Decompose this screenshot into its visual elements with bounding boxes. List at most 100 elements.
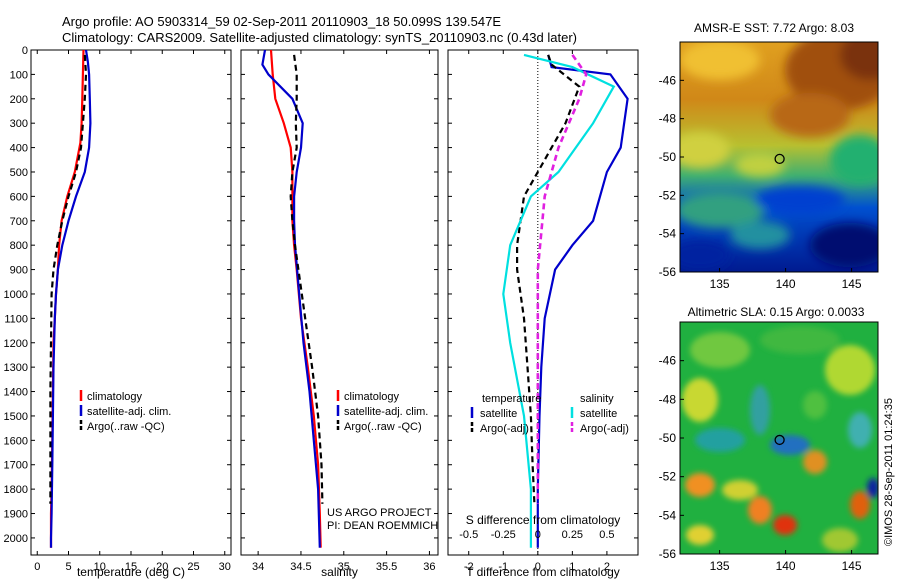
y-tick-label: 1000 (4, 289, 28, 301)
x-tick-label: 25 (187, 561, 199, 573)
plot-frame (447, 49, 639, 556)
difference-profile-panel: -2 -1 0 1 2T difference from climatology S di… (447, 49, 639, 579)
map-x-tick-label: 145 (842, 559, 862, 573)
y-tick-label: 1500 (4, 411, 28, 423)
series-group (261, 50, 324, 548)
x2-tick-label: -0.25 (491, 529, 516, 541)
x-tick-label: 30 (219, 561, 231, 573)
sla-map-axes: 135 140 145 -46 -48 -50 -52 -54 -56 (659, 354, 862, 573)
x-tick-label: 35.5 (376, 561, 397, 573)
x-tick-label: -1 (498, 561, 508, 573)
map-x-tick-label: 140 (776, 277, 796, 291)
map-y-tick-label: -48 (659, 112, 677, 126)
salinity-profile-panel: 34 34.5 35 35.5 36 salinity climatology satelli… (240, 49, 439, 579)
x-tick-label: 5 (65, 561, 71, 573)
legend-label: climatology (344, 391, 400, 403)
legend-label: satellite (580, 408, 617, 420)
series-group (502, 50, 629, 555)
map-y-tick-label: -52 (659, 470, 677, 484)
map-y-tick-label: -54 (659, 227, 677, 241)
map-y-tick-label: -52 (659, 188, 677, 202)
temperature-profile-panel: 0100200300400500600700800900100011001200… (4, 45, 232, 579)
x-tick-label: 36 (423, 561, 435, 573)
y-tick-label: 1100 (4, 313, 28, 325)
sst-heatmap (680, 42, 878, 272)
y-tick-label: 100 (10, 69, 28, 81)
y-tick-label: 500 (10, 167, 28, 179)
y-tick-label: 600 (10, 191, 28, 203)
series-line-salinity-satellite (502, 53, 616, 548)
plot-frame (240, 49, 439, 556)
plot-frame (30, 49, 232, 556)
legend-label: satellite-adj. clim. (87, 406, 171, 418)
x2-tick-label: -0.5 (459, 529, 478, 541)
x2-tick-label: 0.25 (562, 529, 583, 541)
x-tick-label: 1 (569, 561, 575, 573)
x-tick-label: 2 (604, 561, 610, 573)
map-x-tick-label: 135 (710, 559, 730, 573)
y-tick-label: 1700 (4, 460, 28, 472)
x2-axis-label: S difference from climatology (466, 513, 621, 527)
x-axis-label: T difference from climatology (466, 565, 620, 579)
legend-header: temperature (482, 393, 541, 405)
legend-header: salinity (580, 393, 614, 405)
legend-label: Argo(..raw -QC) (344, 421, 422, 433)
y-tick-label: 700 (10, 216, 28, 228)
legend-label: Argo(-adj) (480, 423, 529, 435)
legend-label: satellite-adj. clim. (344, 406, 428, 418)
sst-map-panel: AMSR-E SST: 7.72 Argo: 8.03 135 140 145 -46… (659, 21, 879, 291)
y-tick-label: 900 (10, 265, 28, 277)
argo-float-marker (774, 153, 785, 165)
y-tick-label: 1300 (4, 362, 28, 374)
sla-map-panel: Altimetric SLA: 0.15 Argo: 0.0033 (659, 305, 879, 573)
map-y-tick-label: -48 (659, 392, 677, 406)
x-tick-label: 35 (338, 561, 350, 573)
header-line-1: Argo profile: AO 5903314_59 02-Sep-2011 … (62, 14, 501, 29)
x-tick-label: 0 (34, 561, 40, 573)
x-tick-label: -2 (464, 561, 474, 573)
series-line-climatology (269, 50, 322, 548)
map-y-tick-label: -50 (659, 150, 677, 164)
y-tick-label: 2000 (4, 533, 28, 545)
x-tick-label: 34 (252, 561, 264, 573)
x-tick-label: 15 (125, 561, 137, 573)
x-tick-label: 0 (535, 561, 541, 573)
x-tick-label: 20 (156, 561, 168, 573)
sst-map-axes: 135 140 145 -46 -48 -50 -52 -54 -56 (659, 73, 862, 291)
y-tick-label: 1900 (4, 509, 28, 521)
x2-tick-label: 0.5 (599, 529, 614, 541)
map-y-tick-label: -54 (659, 508, 677, 522)
series-line-argo-raw-qc- (49, 54, 88, 504)
legend-label: satellite (480, 408, 517, 420)
x2-tick-label: 0 (535, 529, 541, 541)
map-y-tick-label: -46 (659, 354, 677, 368)
y-tick-label: 200 (10, 94, 28, 106)
map-y-tick-label: -56 (659, 265, 677, 279)
y-tick-label: 1800 (4, 484, 28, 496)
map-y-tick-label: -56 (659, 547, 677, 561)
legend-label: Argo(..raw -QC) (87, 421, 165, 433)
y-tick-label: 800 (10, 240, 28, 252)
series-line-satellite-adj-clim- (261, 50, 321, 548)
legend-label: climatology (87, 391, 143, 403)
map-x-tick-label: 145 (842, 277, 862, 291)
map-y-tick-label: -46 (659, 73, 677, 87)
x-tick-label: 34.5 (290, 561, 311, 573)
series-line-temperature-satellite (536, 54, 629, 548)
imos-timestamp: ©IMOS 28-Sep-2011 01:24:35 (883, 398, 895, 546)
map-x-tick-label: 140 (776, 559, 796, 573)
y-tick-label: 300 (10, 118, 28, 130)
sla-heatmap (680, 322, 878, 554)
x-tick-label: 10 (94, 561, 106, 573)
map-x-tick-label: 135 (710, 277, 730, 291)
header-line-2: Climatology: CARS2009. Satellite-adjuste… (62, 30, 577, 45)
argo-float-marker (774, 434, 785, 446)
series-line-argo-raw-qc- (289, 54, 324, 504)
x-axis-label: salinity (321, 565, 358, 579)
series-group (49, 50, 92, 548)
x-axis-label: temperature (deg C) (77, 565, 185, 579)
series-line-satellite-adj-clim- (49, 50, 92, 548)
legend-label: Argo(-adj) (580, 423, 629, 435)
